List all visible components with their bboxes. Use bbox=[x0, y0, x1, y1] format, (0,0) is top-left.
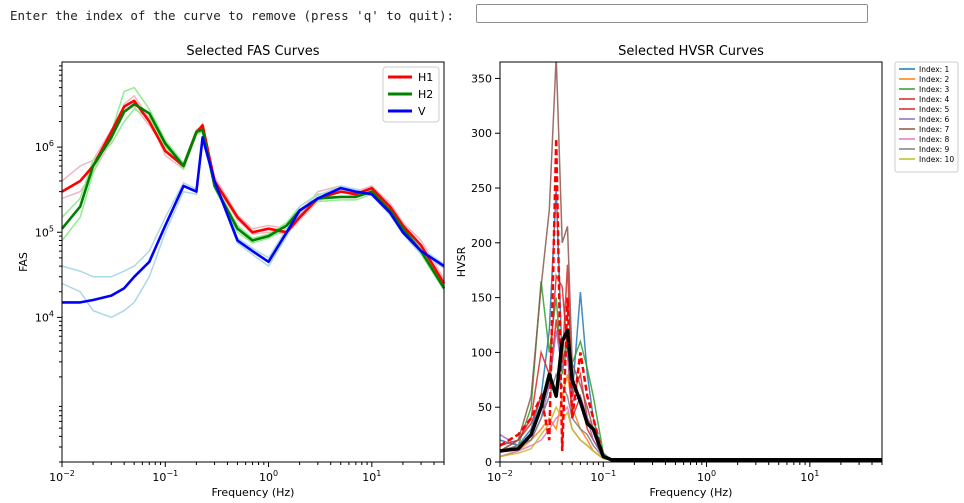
fas-xlabel: Frequency (Hz) bbox=[212, 486, 295, 499]
prompt-row: Enter the index of the curve to remove (… bbox=[10, 4, 462, 26]
fas-y-ticks: 104 105 106 bbox=[35, 65, 62, 463]
hvsr-legend-label-3: Index: 3 bbox=[919, 85, 950, 94]
fas-y-tick-label: 105 bbox=[35, 224, 54, 239]
hvsr-y-tick-label: 50 bbox=[478, 401, 492, 414]
plots-figure: 10−2 10−1 100 101 104 105 106 Selected FAS Cu… bbox=[17, 44, 959, 499]
fas-y-tick-label: 104 bbox=[35, 309, 54, 324]
fas-ylabel: FAS bbox=[17, 252, 30, 272]
hvsr-y-ticks: 0 50 100 150 200 250 300 350 bbox=[471, 72, 500, 469]
fas-series-h1 bbox=[61, 99, 446, 285]
hvsr-legend-label-7: Index: 7 bbox=[919, 125, 950, 134]
hvsr-y-tick-label: 300 bbox=[471, 127, 492, 140]
fas-series-v bbox=[62, 136, 445, 304]
hvsr-x-tick-label: 101 bbox=[800, 469, 819, 484]
hvsr-x-tick-label: 10−1 bbox=[590, 469, 616, 484]
hvsr-legend-label-5: Index: 5 bbox=[919, 105, 950, 114]
fas-title: Selected FAS Curves bbox=[186, 44, 319, 59]
fas-x-tick-label: 10−2 bbox=[49, 469, 75, 484]
hvsr-title: Selected HVSR Curves bbox=[618, 44, 764, 59]
hvsr-xlabel: Frequency (Hz) bbox=[650, 486, 733, 499]
hvsr-ylabel: HVSR bbox=[455, 246, 468, 277]
hvsr-chart: 10−2 10−1 100 101 0 50 100 150 200 250 300 350 Sel… bbox=[455, 44, 883, 499]
legend-label-v: V bbox=[418, 105, 426, 118]
fas-legend: H1 H2 V bbox=[382, 66, 440, 123]
hvsr-legend-label-9: Index: 9 bbox=[919, 145, 950, 154]
curve-index-input[interactable] bbox=[476, 4, 868, 23]
fas-plot-area bbox=[62, 62, 444, 462]
fas-curves bbox=[60, 86, 446, 319]
hvsr-mean-curve bbox=[500, 328, 882, 462]
hvsr-legend-label-10: Index: 10 bbox=[919, 155, 954, 164]
hvsr-curve-layer bbox=[500, 62, 882, 462]
hvsr-x-ticks: 10−2 10−1 100 101 bbox=[487, 462, 883, 484]
hvsr-y-tick-label: 350 bbox=[471, 72, 492, 85]
hvsr-y-tick-label: 100 bbox=[471, 346, 492, 359]
hvsr-plot-area bbox=[500, 62, 882, 462]
hvsr-legend-label-1: Index: 1 bbox=[919, 65, 950, 74]
prompt-label: Enter the index of the curve to remove (… bbox=[10, 7, 462, 23]
hvsr-y-tick-label: 250 bbox=[471, 182, 492, 195]
fas-x-tick-label: 100 bbox=[259, 469, 278, 484]
legend-label-h2: H2 bbox=[418, 88, 433, 101]
hvsr-legend-label-2: Index: 2 bbox=[919, 75, 950, 84]
hvsr-y-tick-label: 0 bbox=[485, 456, 492, 469]
fas-chart: 10−2 10−1 100 101 104 105 106 Selected FAS Cu… bbox=[17, 44, 446, 499]
hvsr-legend-label-6: Index: 6 bbox=[919, 115, 950, 124]
fas-y-tick-label: 106 bbox=[35, 139, 54, 154]
fas-x-tick-label: 101 bbox=[362, 469, 381, 484]
hvsr-x-tick-label: 10−2 bbox=[487, 469, 513, 484]
hvsr-x-tick-label: 100 bbox=[697, 469, 716, 484]
hvsr-legend-label-8: Index: 8 bbox=[919, 135, 950, 144]
hvsr-legend-label-4: Index: 4 bbox=[919, 95, 950, 104]
fas-x-tick-label: 10−1 bbox=[152, 469, 178, 484]
hvsr-curves bbox=[500, 62, 882, 462]
hvsr-y-tick-label: 150 bbox=[471, 292, 492, 305]
fas-series-h2 bbox=[60, 102, 446, 289]
hvsr-y-tick-label: 200 bbox=[471, 237, 492, 250]
legend-label-h1: H1 bbox=[418, 71, 433, 84]
fas-x-ticks: 10−2 10−1 100 101 bbox=[49, 462, 445, 484]
